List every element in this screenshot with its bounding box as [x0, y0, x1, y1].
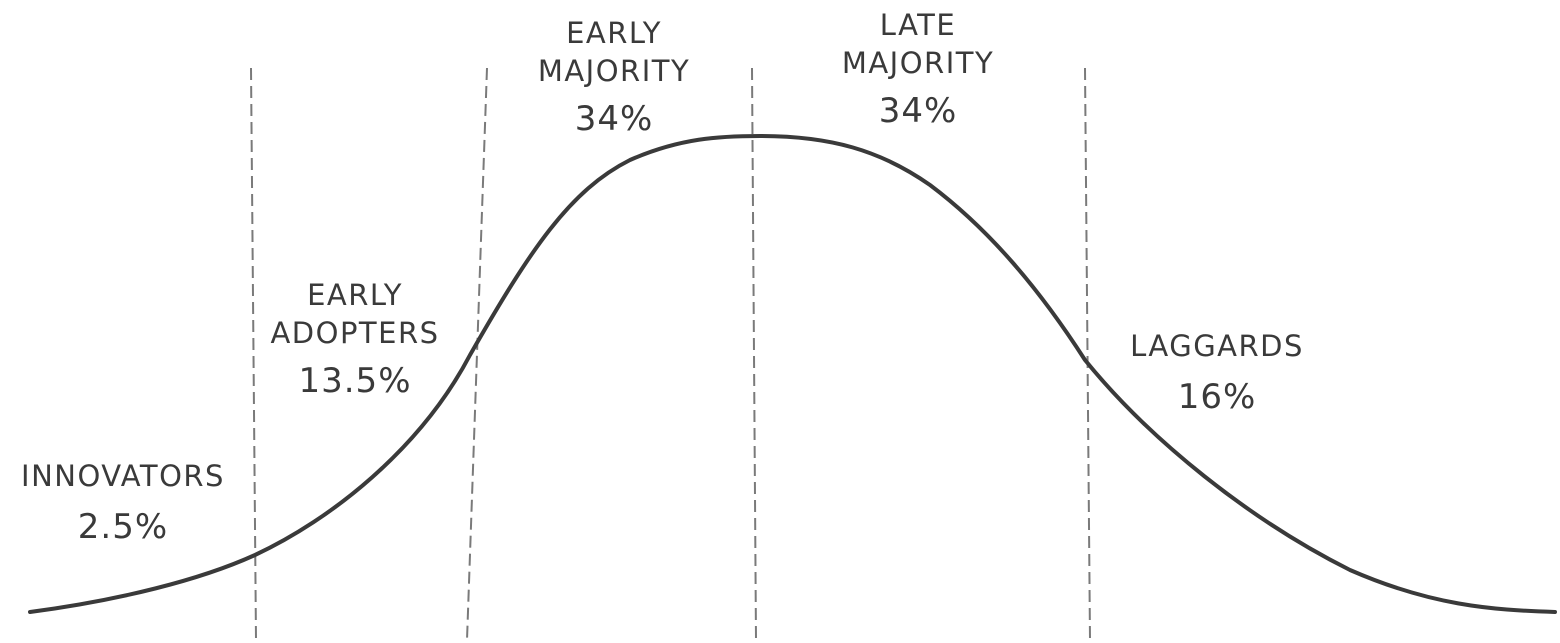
segment-late-majority: LATE MAJORITY 34%	[842, 8, 994, 131]
segment-dividers	[250, 67, 1091, 641]
segment-name-late-majority-line2: MAJORITY	[842, 46, 994, 80]
segment-early-majority: EARLY MAJORITY 34%	[538, 16, 690, 139]
divider-early-adopters-early-majority	[466, 67, 488, 641]
segment-laggards: LAGGARDS 16%	[1130, 329, 1304, 417]
segment-name-early-adopters-line1: EARLY	[307, 278, 403, 312]
segment-name-laggards: LAGGARDS	[1130, 329, 1304, 363]
bell-curve	[28, 134, 1557, 614]
segment-name-innovators: INNOVATORS	[21, 459, 225, 493]
segment-percent-early-adopters: 13.5%	[298, 361, 411, 401]
segment-percent-laggards: 16%	[1178, 377, 1257, 417]
segment-name-early-majority-line2: MAJORITY	[538, 54, 690, 88]
segment-name-late-majority-line1: LATE	[880, 8, 956, 42]
segment-percent-innovators: 2.5%	[78, 507, 168, 547]
segment-percent-late-majority: 34%	[879, 91, 958, 131]
segment-name-early-majority-line1: EARLY	[566, 16, 662, 50]
segment-innovators: INNOVATORS 2.5%	[21, 459, 225, 547]
segment-name-early-adopters-line2: ADOPTERS	[270, 316, 439, 350]
divider-early-majority-late-majority	[751, 67, 757, 641]
divider-late-majority-laggards	[1084, 67, 1091, 641]
segment-percent-early-majority: 34%	[575, 99, 654, 139]
segment-early-adopters: EARLY ADOPTERS 13.5%	[270, 278, 439, 401]
divider-innovators-early-adopters	[250, 67, 257, 641]
